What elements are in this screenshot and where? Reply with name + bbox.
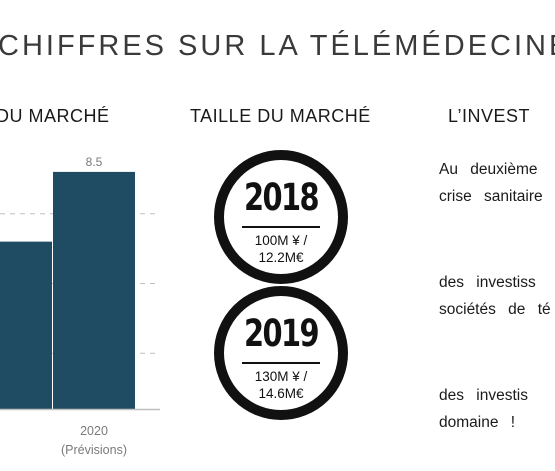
market-bar-chart: 8.5 2020 (Prévisions) xyxy=(0,155,160,457)
paragraph-line: des investiss xyxy=(439,274,536,291)
market-size-circle-2019: 2019 130M ¥ / 14.6M€ xyxy=(214,286,348,420)
section-title-market-size: TAILLE DU MARCHÉ xyxy=(190,106,371,126)
investment-paragraph-2: des investiss sociétés de té xyxy=(439,269,551,323)
paragraph-line: Au deuxième xyxy=(439,161,538,178)
section-title-market-growth: DU MARCHÉ xyxy=(0,106,110,126)
market-size-year: 2018 xyxy=(243,176,320,219)
market-size-value-line1: 100M ¥ / xyxy=(254,233,308,248)
chart-tick-label: (Prévisions) xyxy=(61,443,127,457)
investment-paragraph-3: des investis domaine ! xyxy=(439,382,528,436)
market-size-value: 100M ¥ / 12.2M€ xyxy=(224,232,338,266)
chart-tick-label: 2020 xyxy=(80,424,108,438)
market-size-value: 130M ¥ / 14.6M€ xyxy=(224,368,338,402)
circle-divider xyxy=(242,226,320,228)
section-title-investment: L’INVEST xyxy=(448,106,531,126)
circle-divider xyxy=(242,362,320,364)
investment-paragraph-1: Au deuxième crise sanitaire xyxy=(439,156,543,210)
paragraph-line: sociétés de té xyxy=(439,301,551,318)
chart-bar xyxy=(0,241,52,409)
market-size-value-line1: 130M ¥ / xyxy=(254,369,308,384)
chart-data-label: 8.5 xyxy=(86,155,103,169)
paragraph-line: crise sanitaire xyxy=(439,188,543,205)
market-size-circle-2018: 2018 100M ¥ / 12.2M€ xyxy=(214,150,348,284)
market-size-year: 2019 xyxy=(243,312,320,355)
paragraph-line: des investis xyxy=(439,387,528,404)
paragraph-line: domaine ! xyxy=(439,414,516,431)
chart-bar xyxy=(53,171,135,409)
market-size-value-line2: 12.2M€ xyxy=(258,250,304,265)
market-size-value-line2: 14.6M€ xyxy=(258,386,304,401)
page-title: CHIFFRES SUR LA TÉLÉMÉDECINE xyxy=(0,30,555,62)
